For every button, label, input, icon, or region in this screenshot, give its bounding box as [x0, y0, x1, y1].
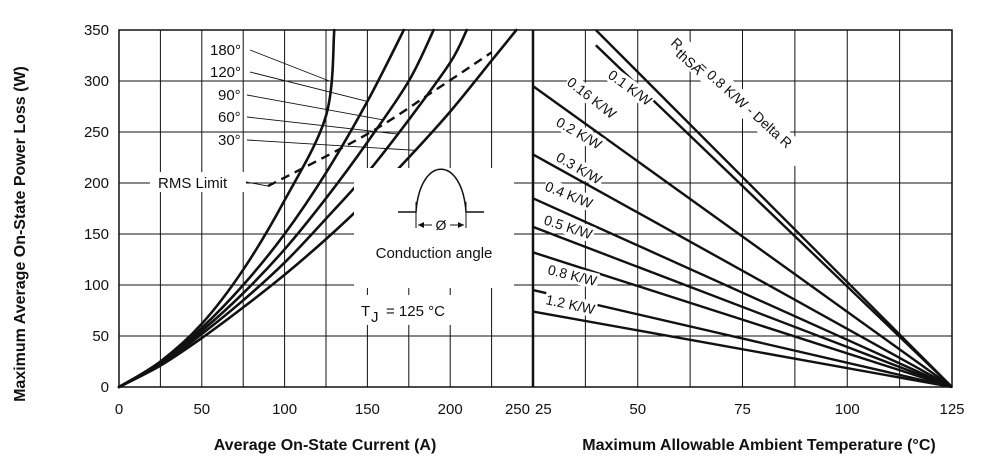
right-x-tick-label: 100	[835, 401, 860, 418]
legend-label-180: 180°	[210, 42, 241, 59]
left-x-tick-label: 0	[115, 401, 123, 418]
y-tick-label: 50	[92, 328, 109, 345]
angle-labels: 180° 120° 90° 60° 30°	[210, 42, 241, 149]
y-tick-label: 250	[84, 124, 109, 141]
rth-label-bg	[552, 148, 607, 189]
rth-label-bg	[543, 291, 599, 318]
right-x-axis-title: Maximum Allowable Ambient Temperature (°…	[582, 437, 935, 454]
rthsa-label-value: = 0.8 K/W - Delta R	[695, 58, 796, 151]
rth-label-bg	[604, 65, 657, 110]
y-tick-label: 100	[84, 277, 109, 294]
y-tick-label: 300	[84, 73, 109, 90]
right-x-tick-label: 25	[535, 401, 552, 418]
leader-line	[249, 49, 330, 82]
y-axis-title: Maximum Average On-State Power Loss (W)	[12, 66, 29, 402]
left-x-tick-label: 100	[272, 401, 297, 418]
y-tick-label: 200	[84, 175, 109, 192]
rth-line-0.1 K/W	[595, 44, 953, 388]
curves	[117, 28, 953, 389]
rth-label: 0.1 K/W	[605, 66, 655, 109]
left-x-axis-title: Average On-State Current (A)	[214, 437, 437, 454]
leader-line	[249, 71, 368, 102]
y-tick-label: 350	[84, 22, 109, 39]
plot-frame	[118, 29, 953, 388]
rth-label-bg	[541, 211, 597, 243]
tj-value: = 125 °C	[386, 303, 445, 320]
left-x-tick-label: 150	[355, 401, 380, 418]
legend-label-30: 30°	[218, 132, 241, 149]
conduction-angle-diagram: Ø Conduction angle	[354, 168, 514, 288]
grid	[118, 29, 953, 388]
rms-limit-line	[267, 51, 493, 188]
leader-line	[246, 94, 383, 121]
rth-label: 1.2 K/W	[544, 291, 597, 317]
rth-labels: 0.1 K/W0.16 K/W0.2 K/W0.3 K/W0.4 K/W0.5 …	[541, 31, 822, 318]
y-tick-label: 0	[101, 379, 109, 396]
y-tick-label: 150	[84, 226, 109, 243]
conduction-angle-label: Conduction angle	[376, 245, 493, 262]
tj-symbol: T	[361, 303, 370, 320]
rth-line-0.2 K/W	[532, 153, 953, 389]
rthsa-label-bg	[663, 31, 822, 177]
rth-line-0.3 K/W	[532, 197, 953, 389]
leader-line	[246, 139, 416, 151]
right-x-tick-label: 125	[939, 401, 964, 418]
rms-leader-line	[245, 181, 269, 187]
legend-label-90: 90°	[218, 87, 241, 104]
right-x-tick-label: 75	[734, 401, 751, 418]
rth-line-0.5 K/W	[532, 251, 953, 389]
right-x-tick-label: 50	[629, 401, 646, 418]
tj-subscript: J	[371, 309, 379, 326]
left-x-tick-label: 50	[193, 401, 210, 418]
rth-line-0.4 K/W	[532, 225, 953, 389]
rms-limit-label: RMS Limit	[158, 175, 228, 192]
tick-labels: 0 50 100 150 200 250 300 350 0 50 100 150 200 250 25 50…	[84, 22, 965, 418]
phi-symbol: Ø	[436, 217, 447, 233]
legend-label-120: 120°	[210, 64, 241, 81]
curve-30deg	[117, 28, 518, 389]
curve-60deg	[117, 28, 469, 389]
left-x-tick-label: 200	[438, 401, 463, 418]
junction-temperature-label: T J = 125 °C	[355, 295, 475, 326]
legend-label-60: 60°	[218, 109, 241, 126]
rth-line-rthsa	[595, 29, 953, 388]
leader-line	[246, 116, 398, 135]
rth-label-bg	[541, 177, 597, 213]
left-x-tick-label: 250	[505, 401, 530, 418]
rth-line-1.2 K/W	[532, 310, 953, 389]
rth-line-0.8 K/W	[532, 288, 953, 389]
rth-line-0.16 K/W	[532, 85, 953, 388]
rth-label-bg	[552, 113, 607, 154]
rth-label-bg	[545, 261, 601, 290]
rth-label: 0.5 K/W	[542, 212, 595, 243]
rth-label-bg	[563, 73, 621, 123]
